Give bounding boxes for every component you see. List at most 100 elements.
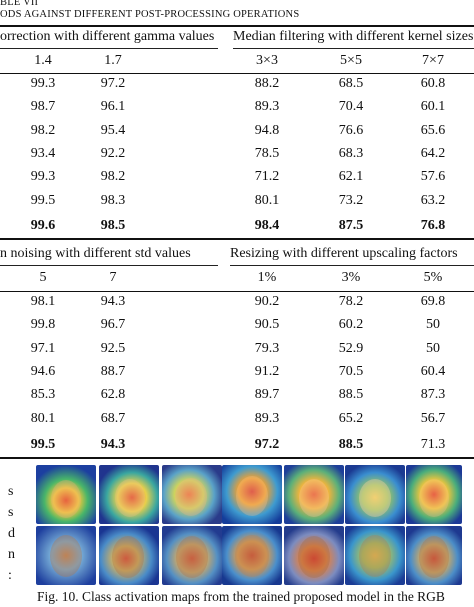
- table-cell: 68.3: [338, 145, 364, 161]
- table-caption-subtitle: ODS AGAINST DIFFERENT POST-PROCESSING OP…: [0, 9, 300, 20]
- cam-image-r1-c5: [284, 465, 344, 524]
- cam-image-r2-c6: [345, 526, 405, 585]
- table-cell: 91.2: [254, 363, 280, 379]
- table-cell: 79.3: [254, 340, 280, 356]
- table-cell: 99.5: [30, 192, 56, 208]
- median-group-underline: [233, 48, 474, 49]
- cam-image-r1-c1: [36, 465, 96, 524]
- bottom-column-header: 5: [39, 270, 47, 285]
- table-cell: 88.2: [254, 76, 280, 91]
- table-cell: 69.8: [420, 294, 446, 309]
- table-cell: 96.7: [100, 317, 126, 333]
- bottom-rule: [0, 457, 474, 459]
- bottom-column-header: 1%: [257, 270, 277, 285]
- table-cell-final: 88.5: [338, 437, 364, 452]
- table-cell: 89.3: [254, 410, 280, 426]
- table-cell: 98.3: [100, 192, 126, 208]
- table-cell: 60.4: [420, 363, 446, 379]
- resize-group-underline: [230, 265, 474, 266]
- table-cell: 90.5: [254, 317, 280, 333]
- bottom-header-rule: [0, 291, 474, 292]
- table-cell: 62.1: [338, 169, 364, 185]
- table-cell: 56.7: [420, 410, 446, 426]
- table-cell-final: 98.4: [254, 218, 280, 233]
- table-cell: 78.2: [338, 294, 364, 309]
- table-cell: 87.3: [420, 387, 446, 403]
- table-cell: 52.9: [338, 340, 364, 356]
- table-cell: 92.2: [100, 145, 126, 161]
- table-cell: 78.5: [254, 145, 280, 161]
- fragment-line-1: s: [8, 484, 14, 499]
- bottom-column-header: 7: [109, 270, 117, 285]
- table-cell: 76.6: [338, 122, 364, 138]
- table-cell: 70.4: [338, 99, 364, 115]
- cam-image-r2-c1: [36, 526, 96, 585]
- table-cell: 98.7: [30, 99, 56, 115]
- top-column-header: 7×7: [422, 53, 444, 68]
- fragment-line-2: s: [8, 505, 14, 520]
- table-cell: 64.2: [420, 145, 446, 161]
- table-cell: 93.4: [30, 145, 56, 161]
- table-cell: 90.2: [254, 294, 280, 309]
- table-cell: 71.2: [254, 169, 280, 185]
- table-cell: 99.3: [30, 169, 56, 185]
- figure-caption: Fig. 10. Class activation maps from the …: [37, 589, 445, 604]
- table-cell-final: 71.3: [420, 437, 446, 452]
- table-cell: 97.2: [100, 76, 126, 91]
- mid-rule: [0, 238, 474, 240]
- table-cell: 60.1: [420, 99, 446, 115]
- table-cell: 97.1: [30, 340, 56, 356]
- cam-image-r2-c5: [284, 526, 344, 585]
- fragment-line-3: d: [8, 526, 15, 541]
- table-cell: 98.1: [30, 294, 56, 309]
- cam-image-r2-c4: [222, 526, 282, 585]
- table-cell: 89.3: [254, 99, 280, 115]
- table-cell: 98.2: [30, 122, 56, 138]
- cam-image-r1-c2: [99, 465, 159, 524]
- table-cell: 94.8: [254, 122, 280, 138]
- table-cell: 80.1: [30, 410, 56, 426]
- cam-image-r1-c7: [406, 465, 462, 524]
- table-cell: 89.7: [254, 387, 280, 403]
- cam-image-r2-c7: [406, 526, 462, 585]
- top-column-header: 1.7: [104, 53, 122, 68]
- table-cell: 65.6: [420, 122, 446, 138]
- table-cell: 57.6: [420, 169, 446, 185]
- table-cell: 70.5: [338, 363, 364, 379]
- table-cell: 63.2: [420, 192, 446, 208]
- table-cell-final: 99.6: [30, 218, 56, 233]
- table-cell: 68.5: [338, 76, 364, 91]
- table-caption-title: BLE VII: [0, 0, 39, 8]
- table-cell: 60.8: [420, 76, 446, 91]
- cam-image-r2-c2: [99, 526, 159, 585]
- table-cell-final: 97.2: [254, 437, 280, 452]
- top-column-header: 5×5: [340, 53, 362, 68]
- top-column-header: 3×3: [256, 53, 278, 68]
- table-cell: 88.5: [338, 387, 364, 403]
- resize-group-header: Resizing with different upscaling factor…: [230, 246, 458, 261]
- table-cell: 73.2: [338, 192, 364, 208]
- table-cell: 98.2: [100, 169, 126, 185]
- cam-image-r1-c6: [345, 465, 405, 524]
- top-column-header: 1.4: [34, 53, 52, 68]
- cam-image-r1-c3: [162, 465, 222, 524]
- top-rule: [0, 25, 474, 27]
- table-cell: 88.7: [100, 363, 126, 379]
- table-cell: 85.3: [30, 387, 56, 403]
- table-cell: 50: [426, 340, 440, 356]
- median-group-header: Median filtering with different kernel s…: [233, 29, 474, 44]
- fragment-line-5: :: [8, 568, 12, 583]
- cam-image-r1-c4: [222, 465, 282, 524]
- table-cell: 68.7: [100, 410, 126, 426]
- gamma-group-header: orrection with different gamma values: [0, 29, 215, 44]
- table-cell: 96.1: [100, 99, 126, 115]
- cam-image-r2-c3: [162, 526, 222, 585]
- table-cell-final: 99.5: [30, 437, 56, 452]
- bottom-column-header: 5%: [423, 270, 443, 285]
- table-cell-final: 76.8: [420, 218, 446, 233]
- table-cell: 99.3: [30, 76, 56, 91]
- table-cell: 50: [426, 317, 440, 333]
- table-cell: 99.8: [30, 317, 56, 333]
- table-cell-final: 98.5: [100, 218, 126, 233]
- noise-group-header: n noising with different std values: [0, 246, 191, 261]
